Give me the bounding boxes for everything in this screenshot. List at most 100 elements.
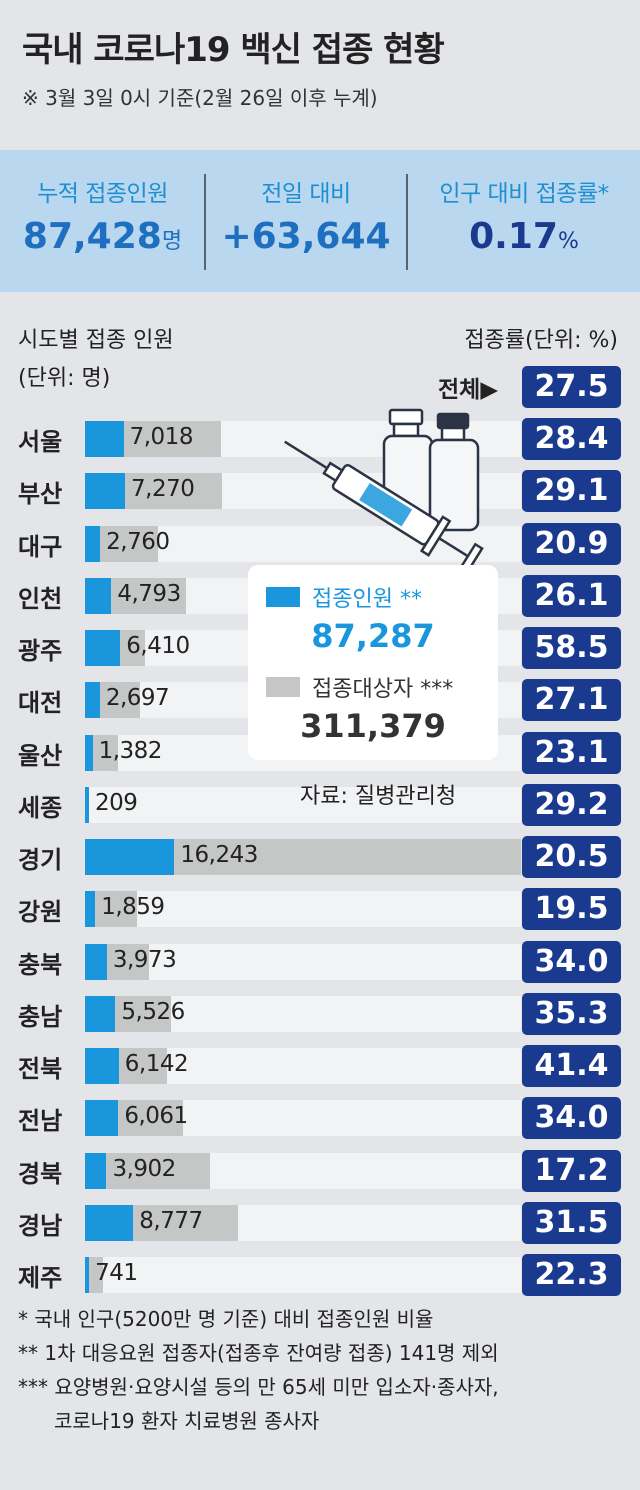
vaccinated-bar — [85, 421, 124, 457]
source-note: 자료: 질병관리청 — [300, 784, 457, 809]
cumulative-number: 87,428 — [22, 216, 162, 257]
rate-box: 20.9 — [522, 523, 621, 565]
region-row: 충남 5,526 35.3 — [0, 993, 640, 1035]
rate-header: 접종률(단위: %) — [464, 328, 618, 353]
footnote-3: *** 요양병원·요양시설 등의 만 65세 미만 입소자·종사자, — [18, 1375, 499, 1399]
vaccinated-value-label: 3,973 — [112, 947, 177, 973]
rate-box: 34.0 — [522, 1097, 621, 1139]
rate-box: 34.0 — [522, 941, 621, 983]
legend-swatch-target — [266, 677, 300, 697]
vaccinated-value-label: 16,243 — [180, 842, 258, 868]
region-name: 전북 — [18, 1055, 63, 1083]
cumulative-label: 누적 접종인원 — [37, 181, 168, 207]
row-track — [85, 944, 521, 980]
region-name: 세종 — [18, 794, 63, 822]
cumulative-unit: 명 — [161, 229, 183, 254]
region-row: 세종 209 29.2 — [0, 784, 640, 826]
vaccinated-value-label: 3,902 — [112, 1156, 176, 1182]
legend-value-target: 311,379 — [300, 707, 446, 745]
rate-value: 0.17% — [408, 216, 640, 257]
region-row: 경남 8,777 31.5 — [0, 1202, 640, 1244]
page-title: 국내 코로나19 백신 접종 현황 — [22, 30, 445, 70]
legend-label-target: 접종대상자 *** — [312, 677, 454, 702]
region-name: 제주 — [18, 1264, 63, 1292]
vaccinated-bar — [85, 1100, 119, 1136]
summary-rate: 인구 대비 접종률* 0.17% — [408, 150, 640, 292]
rate-box: 35.3 — [522, 993, 621, 1035]
region-row: 전남 6,061 34.0 — [0, 1097, 640, 1139]
rate-box: 28.4 — [522, 418, 621, 460]
cumulative-value: 87,428명 — [0, 216, 205, 257]
region-name: 강원 — [18, 898, 63, 926]
region-name: 충남 — [18, 1003, 63, 1031]
region-name: 부산 — [18, 480, 63, 508]
rate-number: 0.17 — [469, 216, 558, 257]
region-name: 인천 — [18, 585, 63, 613]
vaccinated-value-label: 741 — [95, 1260, 138, 1286]
syringe-icon — [284, 440, 484, 575]
page-subtitle: ※ 3월 3일 0시 기준(2월 26일 이후 누계) — [22, 86, 378, 110]
vaccinated-value-label: 7,018 — [129, 424, 194, 450]
rate-unit: % — [557, 229, 579, 254]
rate-box: 22.3 — [522, 1254, 621, 1296]
region-row: 경기 16,243 20.5 — [0, 836, 640, 878]
vaccinated-value-label: 6,061 — [124, 1103, 188, 1129]
daily-value: +63,644 — [221, 216, 391, 257]
vaccinated-bar — [85, 526, 101, 562]
total-rate-box: 27.5 — [522, 366, 621, 408]
row-track — [85, 891, 521, 927]
rate-box: 29.1 — [522, 470, 621, 512]
rate-box: 17.2 — [522, 1150, 621, 1192]
vaccinated-bar — [85, 578, 112, 614]
region-name: 대구 — [18, 533, 63, 561]
rate-box: 20.5 — [522, 836, 621, 878]
region-name: 경기 — [18, 846, 63, 874]
rate-box: 41.4 — [522, 1045, 621, 1087]
region-name: 광주 — [18, 637, 63, 665]
vaccinated-bar — [85, 735, 93, 771]
rate-box: 27.1 — [522, 679, 621, 721]
legend-box: 접종인원 ** 87,287 접종대상자 *** 311,379 — [248, 565, 498, 760]
vaccinated-value-label: 209 — [95, 790, 138, 816]
total-rate-label: 전체▶ — [438, 377, 499, 403]
summary-daily: 전일 대비 +63,644 — [206, 150, 406, 292]
summary-cumulative: 누적 접종인원 87,428명 — [0, 150, 205, 292]
vaccinated-bar — [85, 944, 107, 980]
vaccinated-value-label: 6,142 — [124, 1051, 189, 1077]
rate-box: 26.1 — [522, 575, 621, 617]
region-header-line2: (단위: 명) — [18, 366, 111, 391]
region-name: 경남 — [18, 1212, 63, 1240]
vaccinated-value-label: 5,526 — [121, 999, 185, 1025]
rate-box: 58.5 — [522, 627, 621, 669]
daily-label: 전일 대비 — [261, 181, 351, 207]
region-row: 제주 741 22.3 — [0, 1254, 640, 1296]
region-name: 경북 — [18, 1160, 63, 1188]
vaccinated-value-label: 6,410 — [126, 633, 190, 659]
vaccinated-value-label: 2,760 — [106, 529, 170, 555]
syringe-vial-illustration — [284, 408, 484, 575]
vaccinated-value-label: 2,697 — [105, 685, 170, 711]
region-header-line1: 시도별 접종 인원 — [18, 328, 174, 353]
summary-divider — [204, 174, 206, 270]
footnote-3-continued: 코로나19 환자 치료병원 종사자 — [54, 1409, 320, 1433]
rate-box: 23.1 — [522, 732, 621, 774]
rate-box: 19.5 — [522, 888, 621, 930]
vaccinated-bar — [85, 996, 116, 1032]
rate-box: 31.5 — [522, 1202, 621, 1244]
region-row: 경북 3,902 17.2 — [0, 1150, 640, 1192]
vaccinated-bar — [85, 630, 121, 666]
vaccinated-value-label: 1,859 — [101, 894, 165, 920]
rate-box: 29.2 — [522, 784, 621, 826]
region-row: 전북 6,142 41.4 — [0, 1045, 640, 1087]
summary-divider — [406, 174, 408, 270]
row-track — [85, 1257, 521, 1293]
vaccinated-value-label: 4,793 — [117, 581, 181, 607]
legend-label-vaccinated: 접종인원 ** — [312, 587, 422, 612]
rate-label: 인구 대비 접종률* — [439, 181, 609, 207]
region-row: 충북 3,973 34.0 — [0, 941, 640, 983]
vaccinated-value-label: 8,777 — [139, 1208, 203, 1234]
region-name: 대전 — [18, 689, 63, 717]
vaccinated-value-label: 7,270 — [131, 476, 195, 502]
vaccinated-bar — [85, 473, 125, 509]
vaccinated-bar — [85, 839, 175, 875]
